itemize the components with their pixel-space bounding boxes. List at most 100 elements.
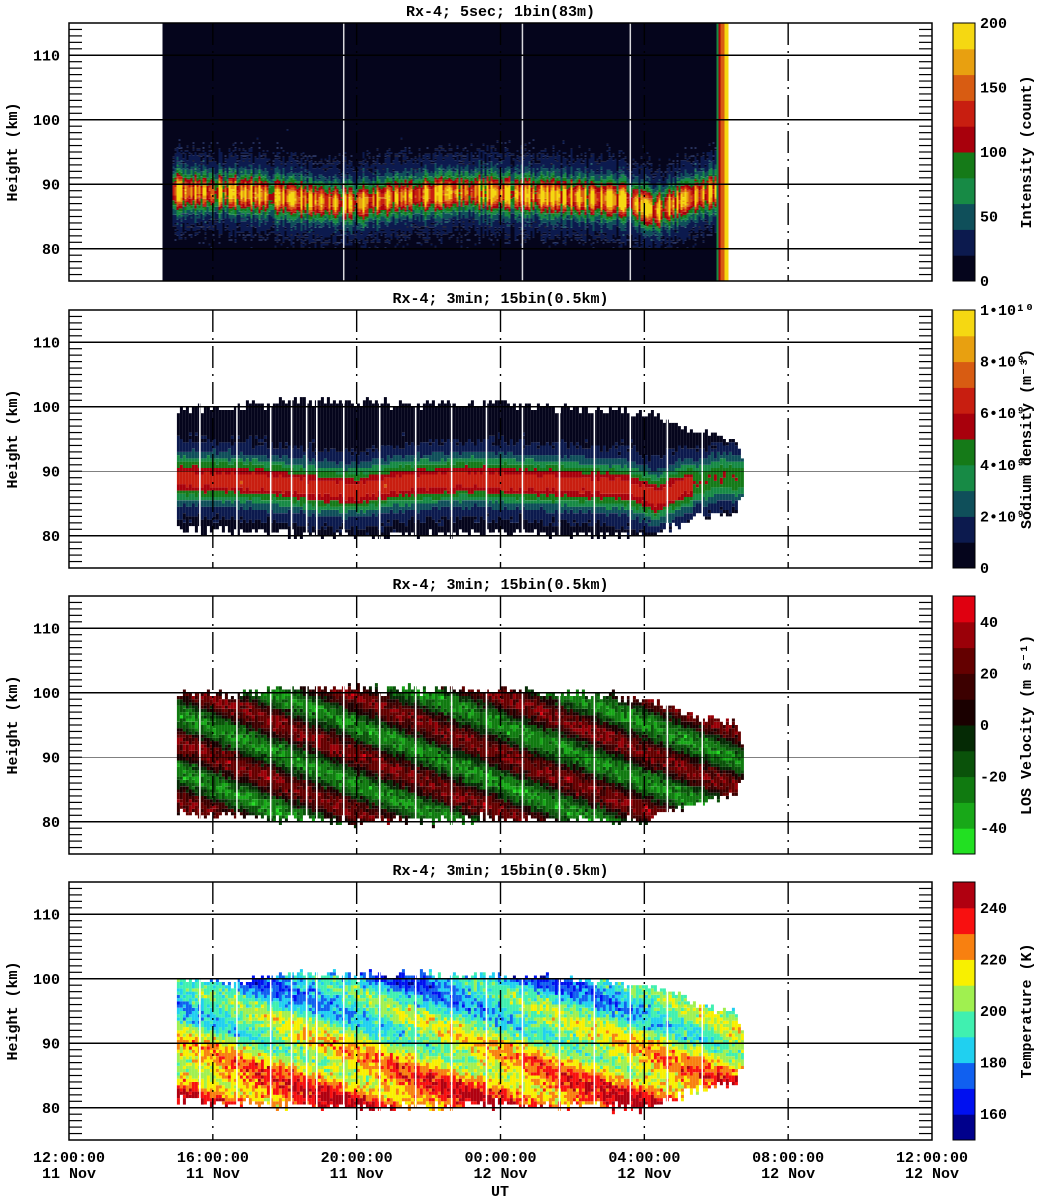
heatmap-cell (306, 160, 309, 170)
heatmap-cell (268, 234, 271, 281)
heatmap-cell (470, 192, 473, 198)
heatmap-cell (300, 171, 303, 175)
heatmap-cell (182, 205, 185, 207)
heatmap-cell (188, 195, 191, 199)
heatmap-cell (300, 231, 303, 238)
heatmap-cell (516, 152, 519, 156)
heatmap-cell (372, 237, 375, 240)
heatmap-cell (320, 205, 323, 207)
heatmap-cell (400, 240, 403, 281)
heatmap-cell (266, 152, 269, 159)
heatmap-cell (258, 235, 261, 238)
heatmap-cell (546, 206, 549, 210)
heatmap-cell (336, 164, 339, 169)
heatmap-cell (436, 195, 439, 201)
heatmap-cell (364, 206, 367, 210)
heatmap-cell (512, 181, 515, 186)
heatmap-cell (404, 216, 407, 220)
heatmap-cell (416, 168, 419, 170)
heatmap-cell (496, 219, 499, 230)
heatmap-cell (258, 240, 261, 281)
heatmap-cell (442, 148, 445, 151)
heatmap-cell (414, 158, 417, 161)
heatmap-cell (242, 161, 245, 169)
heatmap-cell (172, 166, 175, 169)
heatmap-cell (558, 187, 561, 190)
heatmap-cell (326, 243, 329, 246)
heatmap-cell (392, 185, 395, 188)
heatmap-cell (462, 214, 465, 222)
heatmap-cell (482, 184, 485, 188)
heatmap-cell (572, 234, 575, 281)
heatmap-cell (394, 174, 397, 180)
heatmap-cell (398, 200, 401, 207)
heatmap-cell (530, 218, 533, 223)
heatmap-cell (264, 214, 267, 219)
heatmap-cell (550, 202, 553, 206)
heatmap-cell (226, 182, 229, 188)
heatmap-cell (384, 232, 387, 235)
heatmap-cell (238, 200, 241, 206)
heatmap-cell (400, 139, 403, 151)
heatmap-cell (348, 23, 351, 161)
heatmap-cell (556, 176, 559, 178)
heatmap-cell (300, 242, 303, 244)
heatmap-cell (228, 237, 231, 240)
heatmap-cell (556, 205, 559, 209)
heatmap-cell (222, 181, 225, 186)
heatmap-cell (284, 227, 287, 230)
heatmap-cell (274, 197, 277, 199)
heatmap-cell (382, 210, 385, 212)
heatmap-cell (354, 237, 357, 241)
heatmap-cell (446, 234, 449, 281)
heatmap-cell (370, 218, 373, 222)
heatmap-cell (294, 208, 297, 212)
heatmap-cell (478, 182, 481, 202)
heatmap-cell (536, 232, 539, 281)
heatmap-cell (354, 206, 357, 209)
heatmap-cell (498, 153, 501, 157)
heatmap-cell (478, 23, 481, 149)
heatmap-cell (362, 245, 365, 249)
heatmap-cell (248, 166, 251, 170)
heatmap-cell (548, 210, 551, 214)
heatmap-cell (286, 161, 289, 173)
heatmap-cell (498, 173, 501, 178)
heatmap-cell (200, 153, 203, 157)
heatmap-cell (456, 177, 459, 180)
heatmap-cell (508, 152, 511, 154)
heatmap-cell (288, 218, 291, 220)
heatmap-cell (250, 205, 253, 209)
heatmap-cell (472, 218, 475, 220)
heatmap-cell (356, 226, 359, 230)
heatmap-cell (368, 156, 371, 159)
heatmap-cell (530, 198, 533, 202)
heatmap-cell (504, 203, 507, 207)
heatmap-cell (180, 202, 183, 204)
heatmap-cell (412, 169, 415, 177)
heatmap-cell (524, 214, 527, 219)
heatmap-cell (570, 210, 573, 212)
heatmap-cell (308, 232, 311, 244)
heatmap-cell (576, 158, 579, 169)
heatmap-cell (472, 223, 475, 225)
heatmap-cell (460, 206, 463, 210)
heatmap-cell (568, 193, 571, 198)
heatmap-cell (454, 208, 457, 212)
heatmap-cell (294, 185, 297, 188)
heatmap-cell (410, 153, 413, 159)
heatmap-cell (244, 231, 247, 236)
heatmap-cell (256, 169, 259, 175)
heatmap-cell (332, 213, 335, 215)
heatmap-cell (522, 160, 525, 173)
heatmap-cell (256, 187, 259, 194)
heatmap-cell (208, 190, 211, 199)
heatmap-cell (552, 153, 555, 165)
heatmap-cell (440, 210, 443, 214)
heatmap-cell (496, 156, 499, 159)
heatmap-cell (454, 203, 457, 209)
heatmap-cell (560, 211, 563, 215)
heatmap-cell (208, 179, 211, 183)
heatmap-cell (334, 190, 337, 194)
heatmap-cell (236, 185, 239, 191)
